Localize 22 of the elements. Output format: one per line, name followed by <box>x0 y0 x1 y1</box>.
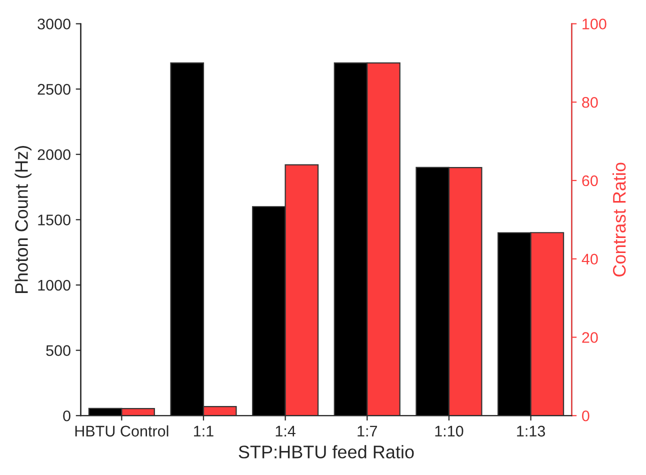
x-tick-label: 1:4 <box>276 426 296 436</box>
y-tick-label: 0 <box>63 410 70 422</box>
y-tick-label: 1000 <box>38 280 70 291</box>
y-tick-label: 3000 <box>38 18 70 30</box>
y2-axis-title: Contrast Ratio <box>612 162 626 276</box>
y-tick-label: 500 <box>46 345 70 356</box>
x-tick-label: 1:1 <box>194 426 214 436</box>
x-tick-label: HBTU Control <box>75 425 168 437</box>
x-tick-label: 1:13 <box>517 426 545 437</box>
y-tick-label: 2500 <box>38 84 70 95</box>
x-tick-label: 1:7 <box>358 426 377 436</box>
y2-tick-label: 100 <box>582 18 606 30</box>
y-axis-title: Photon Count (Hz) <box>14 146 32 293</box>
y2-tick-label: 0 <box>582 410 590 422</box>
y2-tick-label: 60 <box>582 175 598 186</box>
y-tick-label: 1500 <box>38 214 70 226</box>
y2-tick-label: 20 <box>582 332 598 343</box>
y2-tick-label: 80 <box>582 96 598 108</box>
y2-tick-label: 40 <box>582 254 598 265</box>
x-tick-label: 1:10 <box>435 426 464 437</box>
y-tick-label: 2000 <box>38 149 70 160</box>
x-axis-title: STP:HBTU feed Ratio <box>238 445 414 458</box>
